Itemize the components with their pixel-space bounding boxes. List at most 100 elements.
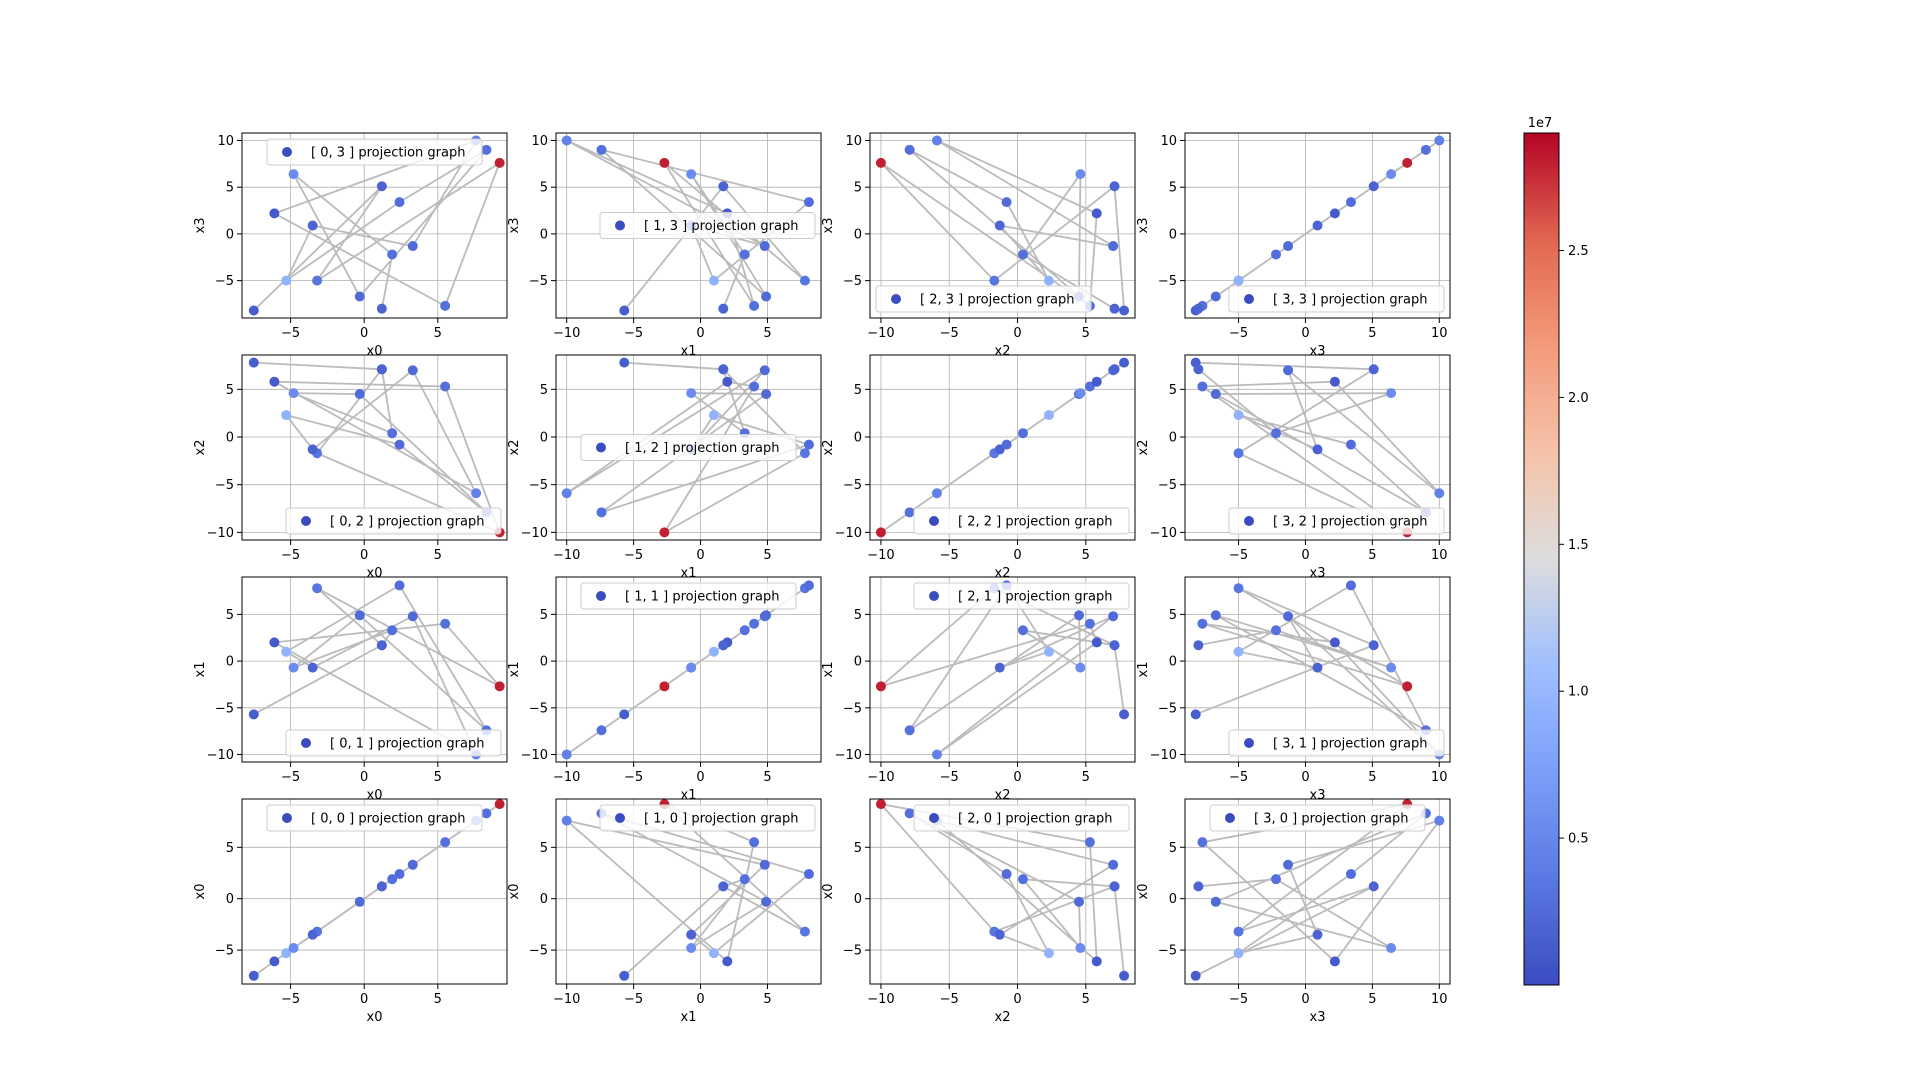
axes-frame	[1184, 798, 1451, 985]
x-tick-label: 5	[763, 770, 771, 785]
scatter-point	[619, 970, 630, 981]
colorbar-ticks: 0.5 1.0 1.5 2.0 2.5	[1559, 244, 1589, 847]
scatter-point	[1283, 241, 1294, 252]
scatter-point	[994, 929, 1005, 940]
y-axis-label: x1	[1136, 662, 1151, 678]
scatter-point	[561, 135, 572, 146]
y-tick-label: −5	[843, 944, 862, 959]
trajectory-line	[253, 361, 502, 535]
scatter-point	[440, 618, 451, 629]
scatter-point	[596, 507, 607, 518]
scatter-point	[1283, 611, 1294, 622]
y-tick-label: −5	[215, 944, 234, 959]
legend: [ 0, 1 ] projection graph	[285, 729, 502, 757]
colorbar-tick-label: 1.0	[1568, 685, 1589, 700]
scatter-point	[281, 410, 292, 421]
scatter-point	[1271, 874, 1282, 885]
legend: [ 0, 2 ] projection graph	[285, 507, 502, 535]
colorbar-gradient	[1523, 132, 1560, 986]
x-tick-label: 5	[1368, 548, 1376, 563]
scatter-point	[394, 580, 405, 591]
y-axis-label: x1	[193, 662, 208, 678]
scatter-point	[1193, 364, 1204, 375]
y-tick-label: 5	[1169, 383, 1177, 398]
legend-marker	[1244, 294, 1254, 304]
scatter-point	[1386, 169, 1397, 180]
scatter-point	[875, 681, 886, 692]
y-tick-label: 10	[1160, 134, 1177, 149]
scatter-point	[759, 365, 770, 376]
scatter-point	[931, 135, 942, 146]
scatter-point	[248, 709, 259, 720]
scatter-point	[481, 144, 492, 155]
scatter-point	[1434, 135, 1445, 146]
x-axis-label: x1	[681, 788, 697, 803]
x-tick-label: 5	[1082, 992, 1090, 1007]
scatter-point	[307, 444, 318, 455]
scatter-point	[1043, 410, 1054, 421]
x-tick-label: 0	[1301, 992, 1309, 1007]
legend-label: [ 1, 1 ] projection graph	[625, 590, 779, 605]
legend-marker	[929, 813, 939, 823]
scatter-point	[1091, 208, 1102, 219]
y-tick-label: −5	[1158, 701, 1177, 716]
scatter-point	[596, 725, 607, 736]
y-axis-label: x1	[821, 662, 836, 678]
y-tick-label: −5	[215, 274, 234, 289]
scatter-point	[440, 381, 451, 392]
scatter-point	[281, 646, 292, 657]
x-tick-label: −10	[553, 770, 580, 785]
y-axis-label: x2	[507, 440, 522, 456]
x-axis-label: x0	[367, 1010, 383, 1025]
panel-0-3: −5 0 5 10 −5 0 5 10 x3 x3 [ 3, 3 ] projection grap…	[1136, 132, 1451, 359]
scatter-point	[1197, 618, 1208, 629]
scatter-point	[875, 527, 886, 538]
x-axis-label: x0	[367, 788, 383, 803]
scatter-point	[1312, 220, 1323, 231]
y-tick-label: 5	[226, 181, 234, 196]
x-tick-label: −5	[624, 326, 643, 341]
legend: [ 3, 2 ] projection graph	[1228, 507, 1445, 535]
x-tick-label: −5	[1229, 326, 1248, 341]
scatter-point	[354, 610, 365, 621]
axes-frame	[241, 354, 508, 541]
trajectory-line	[1195, 361, 1440, 534]
legend-box	[285, 507, 502, 535]
x-tick-label: 0	[696, 992, 704, 1007]
scatter-point	[659, 681, 670, 692]
trajectory-line	[566, 361, 812, 535]
scatter-point	[1001, 869, 1012, 880]
scatter-point	[288, 388, 299, 399]
y-tick-label: 0	[1169, 227, 1177, 242]
legend-marker	[1244, 516, 1254, 526]
scatter-point	[619, 357, 630, 368]
scatter-point	[1233, 926, 1244, 937]
y-axis-label: x3	[193, 218, 208, 234]
scatter-point	[596, 144, 607, 155]
x-tick-label: −5	[624, 992, 643, 1007]
axes-frame	[1184, 576, 1451, 763]
scatter-point	[407, 241, 418, 252]
y-tick-label: 10	[531, 134, 548, 149]
x-tick-label: 0	[1013, 326, 1021, 341]
trajectory-line	[253, 584, 501, 757]
trajectory-line	[878, 802, 1125, 976]
scatter-point	[1233, 948, 1244, 959]
scatter-point	[686, 388, 697, 399]
x-tick-label: 0	[360, 992, 368, 1007]
trajectory-line	[1195, 584, 1440, 756]
legend-label: [ 1, 0 ] projection graph	[644, 812, 798, 827]
y-tick-label: 5	[854, 181, 862, 196]
x-tick-label: 5	[1082, 770, 1090, 785]
x-tick-label: 10	[1431, 326, 1448, 341]
axes-frame	[241, 132, 508, 319]
x-axis-label: x2	[995, 566, 1011, 581]
x-tick-label: 5	[434, 770, 442, 785]
scatter-point	[1190, 709, 1201, 720]
x-axis-label: x3	[1310, 788, 1326, 803]
y-tick-label: −5	[529, 274, 548, 289]
scatter-point	[1271, 249, 1282, 260]
legend-box	[1209, 804, 1426, 832]
scatter-point	[761, 610, 772, 621]
